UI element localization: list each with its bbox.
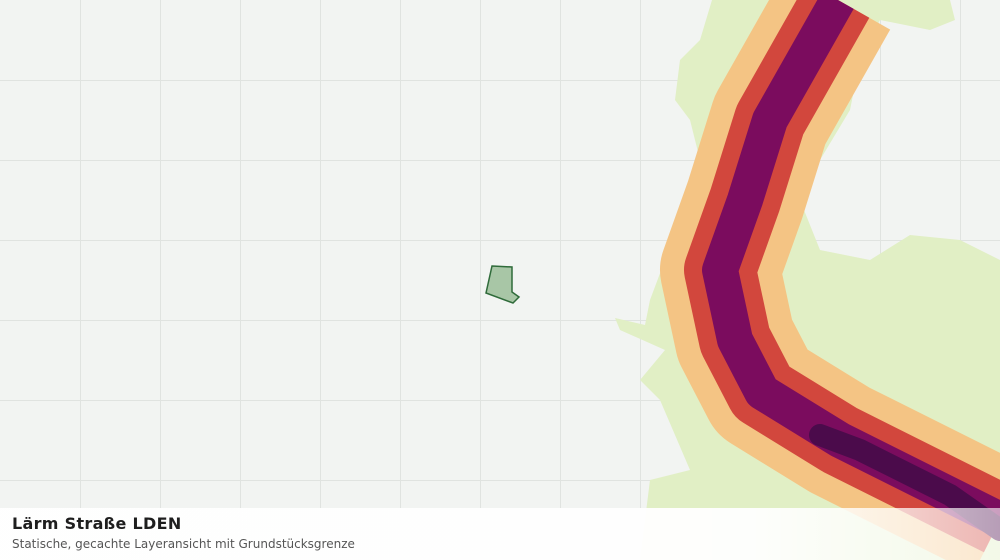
parcel-boundary xyxy=(485,265,521,304)
legend-panel: Lärm Straße LDEN Statische, gecachte Lay… xyxy=(0,508,1000,560)
layer-title: Lärm Straße LDEN xyxy=(12,514,182,533)
layer-subtitle: Statische, gecachte Layeransicht mit Gru… xyxy=(12,537,355,551)
